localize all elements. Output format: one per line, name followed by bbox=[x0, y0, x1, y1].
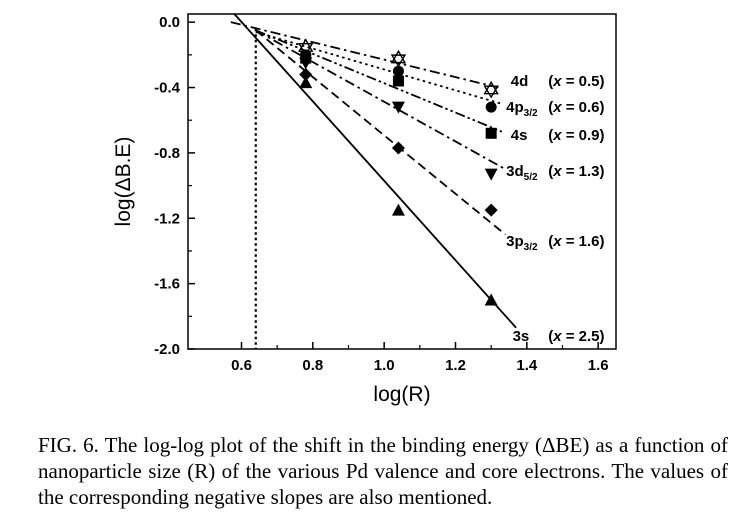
point-4p-3-2 bbox=[392, 65, 404, 77]
data-points bbox=[297, 38, 499, 306]
point-3d-5-2 bbox=[299, 57, 313, 70]
y-axis-label: log(ΔB.E) bbox=[112, 137, 135, 227]
fit-lines bbox=[230, 13, 517, 329]
point-3p-3-2 bbox=[484, 203, 498, 217]
slope-label-4s: (x = 0.9) bbox=[548, 127, 604, 144]
chart: 0.6 0.8 1.0 1.2 1.4 1.6 0.0 -0.4 -0.8 -1.2 -1.6 -2.… bbox=[112, 13, 617, 406]
x-tick-label: 1.4 bbox=[516, 357, 538, 374]
point-4s bbox=[392, 75, 404, 87]
fit-line-4d bbox=[230, 21, 499, 89]
point-3p-3-2 bbox=[299, 67, 313, 81]
fit-line-4s bbox=[255, 29, 503, 133]
y-tick-label: -0.8 bbox=[154, 145, 180, 162]
x-tick-label: 1.2 bbox=[445, 357, 466, 374]
x-axis-label: log(R) bbox=[373, 383, 430, 406]
fit-line-4p-3-2 bbox=[255, 31, 503, 105]
point-4d bbox=[390, 49, 407, 68]
figure-caption: FIG. 6. The log-log plot of the shift in… bbox=[38, 433, 728, 509]
series-label-3s: 3s bbox=[513, 328, 530, 345]
x-tick-label: 1.0 bbox=[374, 357, 395, 374]
slope-label-3s: (x = 2.5) bbox=[548, 328, 604, 345]
x-tick-label: 1.6 bbox=[588, 357, 609, 374]
axis-ticks: 0.6 0.8 1.0 1.2 1.4 1.6 0.0 -0.4 -0.8 -1.2 -1.6 -2.… bbox=[154, 14, 608, 374]
point-4s bbox=[485, 127, 497, 139]
y-tick-label: -1.6 bbox=[154, 276, 180, 293]
series-label-4d: 4d bbox=[511, 73, 529, 90]
slope-label-3p: (x = 1.6) bbox=[548, 233, 604, 250]
series-label-3p: 3p3/2 bbox=[506, 233, 538, 253]
point-3d-5-2 bbox=[484, 168, 498, 181]
point-4p-3-2 bbox=[485, 101, 497, 113]
x-tick-label: 0.6 bbox=[231, 357, 252, 374]
fit-line-3p-3-2 bbox=[255, 29, 507, 236]
slope-label-4d: (x = 0.5) bbox=[548, 73, 604, 90]
series-label-4s: 4s bbox=[511, 127, 528, 144]
point-3p-3-2 bbox=[391, 141, 405, 155]
fit-line-3s bbox=[233, 13, 517, 329]
plot-frame bbox=[187, 13, 617, 350]
point-3s bbox=[484, 293, 498, 306]
point-3s bbox=[391, 203, 405, 216]
y-tick-label: 0.0 bbox=[159, 14, 180, 31]
fit-line-3d-5-2 bbox=[255, 29, 506, 171]
series-label-3d: 3d5/2 bbox=[506, 163, 538, 183]
y-tick-label: -0.4 bbox=[154, 80, 181, 97]
series-label-4p: 4p3/2 bbox=[506, 99, 538, 119]
slope-label-3d: (x = 1.3) bbox=[548, 163, 604, 180]
y-tick-label: -1.2 bbox=[154, 210, 180, 227]
slope-label-4p: (x = 0.6) bbox=[548, 99, 604, 116]
series-labels: 4d (x = 0.5) 4p3/2 (x = 0.6) 4s (x = 0.9) 3d5/… bbox=[506, 73, 604, 345]
point-3s bbox=[299, 76, 313, 89]
point-4d bbox=[483, 80, 499, 99]
x-tick-label: 0.8 bbox=[302, 357, 323, 374]
point-3d-5-2 bbox=[391, 101, 405, 114]
y-tick-label: -2.0 bbox=[154, 341, 180, 358]
